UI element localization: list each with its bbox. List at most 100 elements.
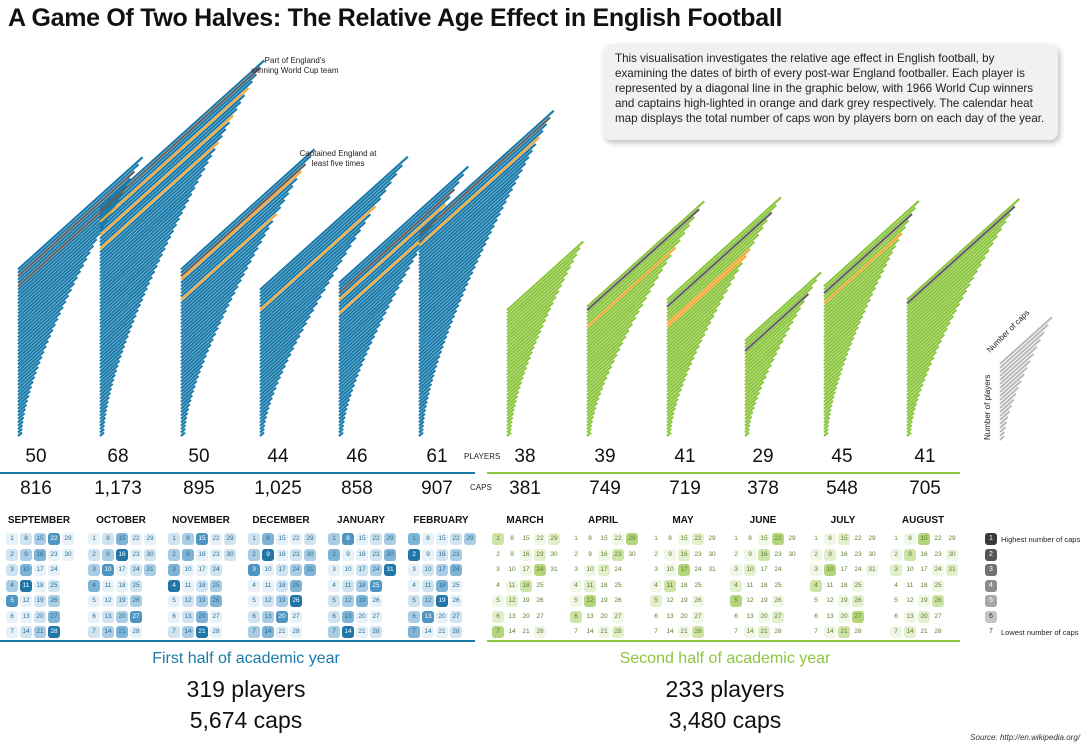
player-line-november — [180, 240, 263, 315]
player-line-october — [99, 199, 190, 281]
player-line-october — [99, 205, 187, 284]
players-count-december: 44 — [267, 446, 289, 467]
player-line-november — [180, 359, 206, 383]
player-line-february — [418, 391, 430, 403]
calendar-day: 11 — [506, 579, 518, 592]
player-line-may — [666, 411, 675, 420]
player-line-august — [906, 407, 917, 417]
calendar-day: 5 — [6, 595, 18, 607]
calendar-month-june: JUNE — [749, 515, 777, 526]
player-line-june — [744, 333, 787, 373]
calendar-day: 29 — [224, 533, 236, 545]
player-line-may — [666, 383, 684, 400]
player-line-july — [823, 362, 846, 383]
player-line-october — [99, 180, 199, 271]
player-line-february — [418, 200, 507, 281]
player-line-january — [338, 317, 384, 359]
player-line-january — [338, 245, 422, 322]
player-line-july — [823, 315, 864, 352]
player-line-may — [666, 262, 743, 332]
player-line-september — [17, 416, 25, 424]
player-line-june — [744, 391, 761, 407]
player-line-january — [338, 188, 456, 295]
calendar-day: 23 — [694, 550, 702, 558]
player-line-february — [418, 230, 493, 298]
player-line-july — [823, 372, 842, 390]
calendar-day: 8 — [20, 533, 32, 545]
player-line-october — [99, 373, 116, 390]
player-line-december — [259, 301, 319, 356]
calendar-day: 1 — [894, 535, 898, 542]
player-line-november — [180, 365, 204, 386]
player-line-november — [180, 213, 278, 301]
player-line-november — [180, 163, 307, 278]
calendar-day: 29 — [62, 533, 74, 545]
player-line-october — [99, 66, 262, 213]
calendar-day: 30 — [708, 550, 716, 558]
player-line-march — [506, 346, 536, 373]
player-line-january — [338, 292, 397, 346]
player-line-december — [259, 181, 392, 301]
player-line-february — [418, 218, 498, 291]
player-line-october — [99, 292, 146, 335]
player-line-october — [99, 424, 106, 431]
player-line-september — [17, 394, 30, 407]
player-line-june — [744, 419, 752, 427]
player-line-march — [506, 284, 563, 335]
player-line-september — [17, 424, 24, 431]
calendar-day: 16 — [34, 548, 46, 561]
player-line-march — [506, 265, 572, 325]
player-line-october — [99, 101, 242, 230]
players-count-august: 41 — [914, 446, 936, 467]
player-line-april — [586, 289, 652, 349]
player-line-september — [17, 306, 64, 349]
player-line-january — [338, 388, 354, 403]
player-line-march — [506, 371, 526, 390]
calendar-day: 4 — [894, 581, 898, 589]
legend-line — [999, 404, 1013, 417]
calendar-day: 21 — [116, 626, 128, 638]
player-line-november — [180, 431, 186, 437]
player-line-may — [666, 427, 672, 434]
calendar-day: 11 — [664, 579, 676, 592]
player-line-october — [99, 428, 105, 434]
player-line-april — [586, 303, 644, 356]
calendar-day: 23 — [210, 548, 222, 561]
calendar-day: 24 — [694, 566, 702, 573]
player-line-august — [906, 367, 930, 390]
calendar-day: 30 — [224, 548, 236, 561]
player-line-april — [586, 239, 681, 325]
player-line-july — [823, 206, 917, 291]
player-line-february — [418, 254, 482, 312]
player-line-june — [744, 427, 750, 434]
player-line-march — [506, 395, 519, 407]
player-line-october — [99, 59, 266, 210]
calendar-day: 8 — [182, 533, 194, 545]
calendar-day: 21 — [678, 626, 690, 638]
player-line-march — [506, 376, 524, 393]
player-line-july — [823, 213, 913, 295]
calendar-day: 17 — [356, 564, 368, 576]
player-line-december — [259, 197, 382, 308]
calendar-day: 19 — [436, 595, 448, 607]
player-line-august — [906, 198, 1021, 301]
calendar-day: 15 — [116, 533, 128, 545]
player-line-august — [906, 242, 994, 322]
calendar-day: 3 — [890, 564, 902, 576]
player-line-july — [823, 416, 831, 424]
calendar-day: 29 — [464, 533, 476, 545]
player-line-october — [99, 173, 203, 267]
caps-count-february: 907 — [421, 478, 453, 499]
player-line-may — [666, 367, 691, 390]
player-line-october — [99, 114, 234, 237]
calendar-day: 15 — [838, 533, 850, 545]
player-line-november — [180, 199, 286, 295]
player-line-march — [506, 356, 532, 380]
player-line-september — [17, 399, 29, 410]
player-line-may — [666, 416, 674, 424]
calendar-day: 24 — [210, 564, 222, 576]
calendar-month-may: MAY — [672, 515, 694, 526]
player-line-february — [418, 162, 527, 261]
player-line-may — [666, 344, 701, 376]
player-line-august — [906, 213, 1012, 308]
